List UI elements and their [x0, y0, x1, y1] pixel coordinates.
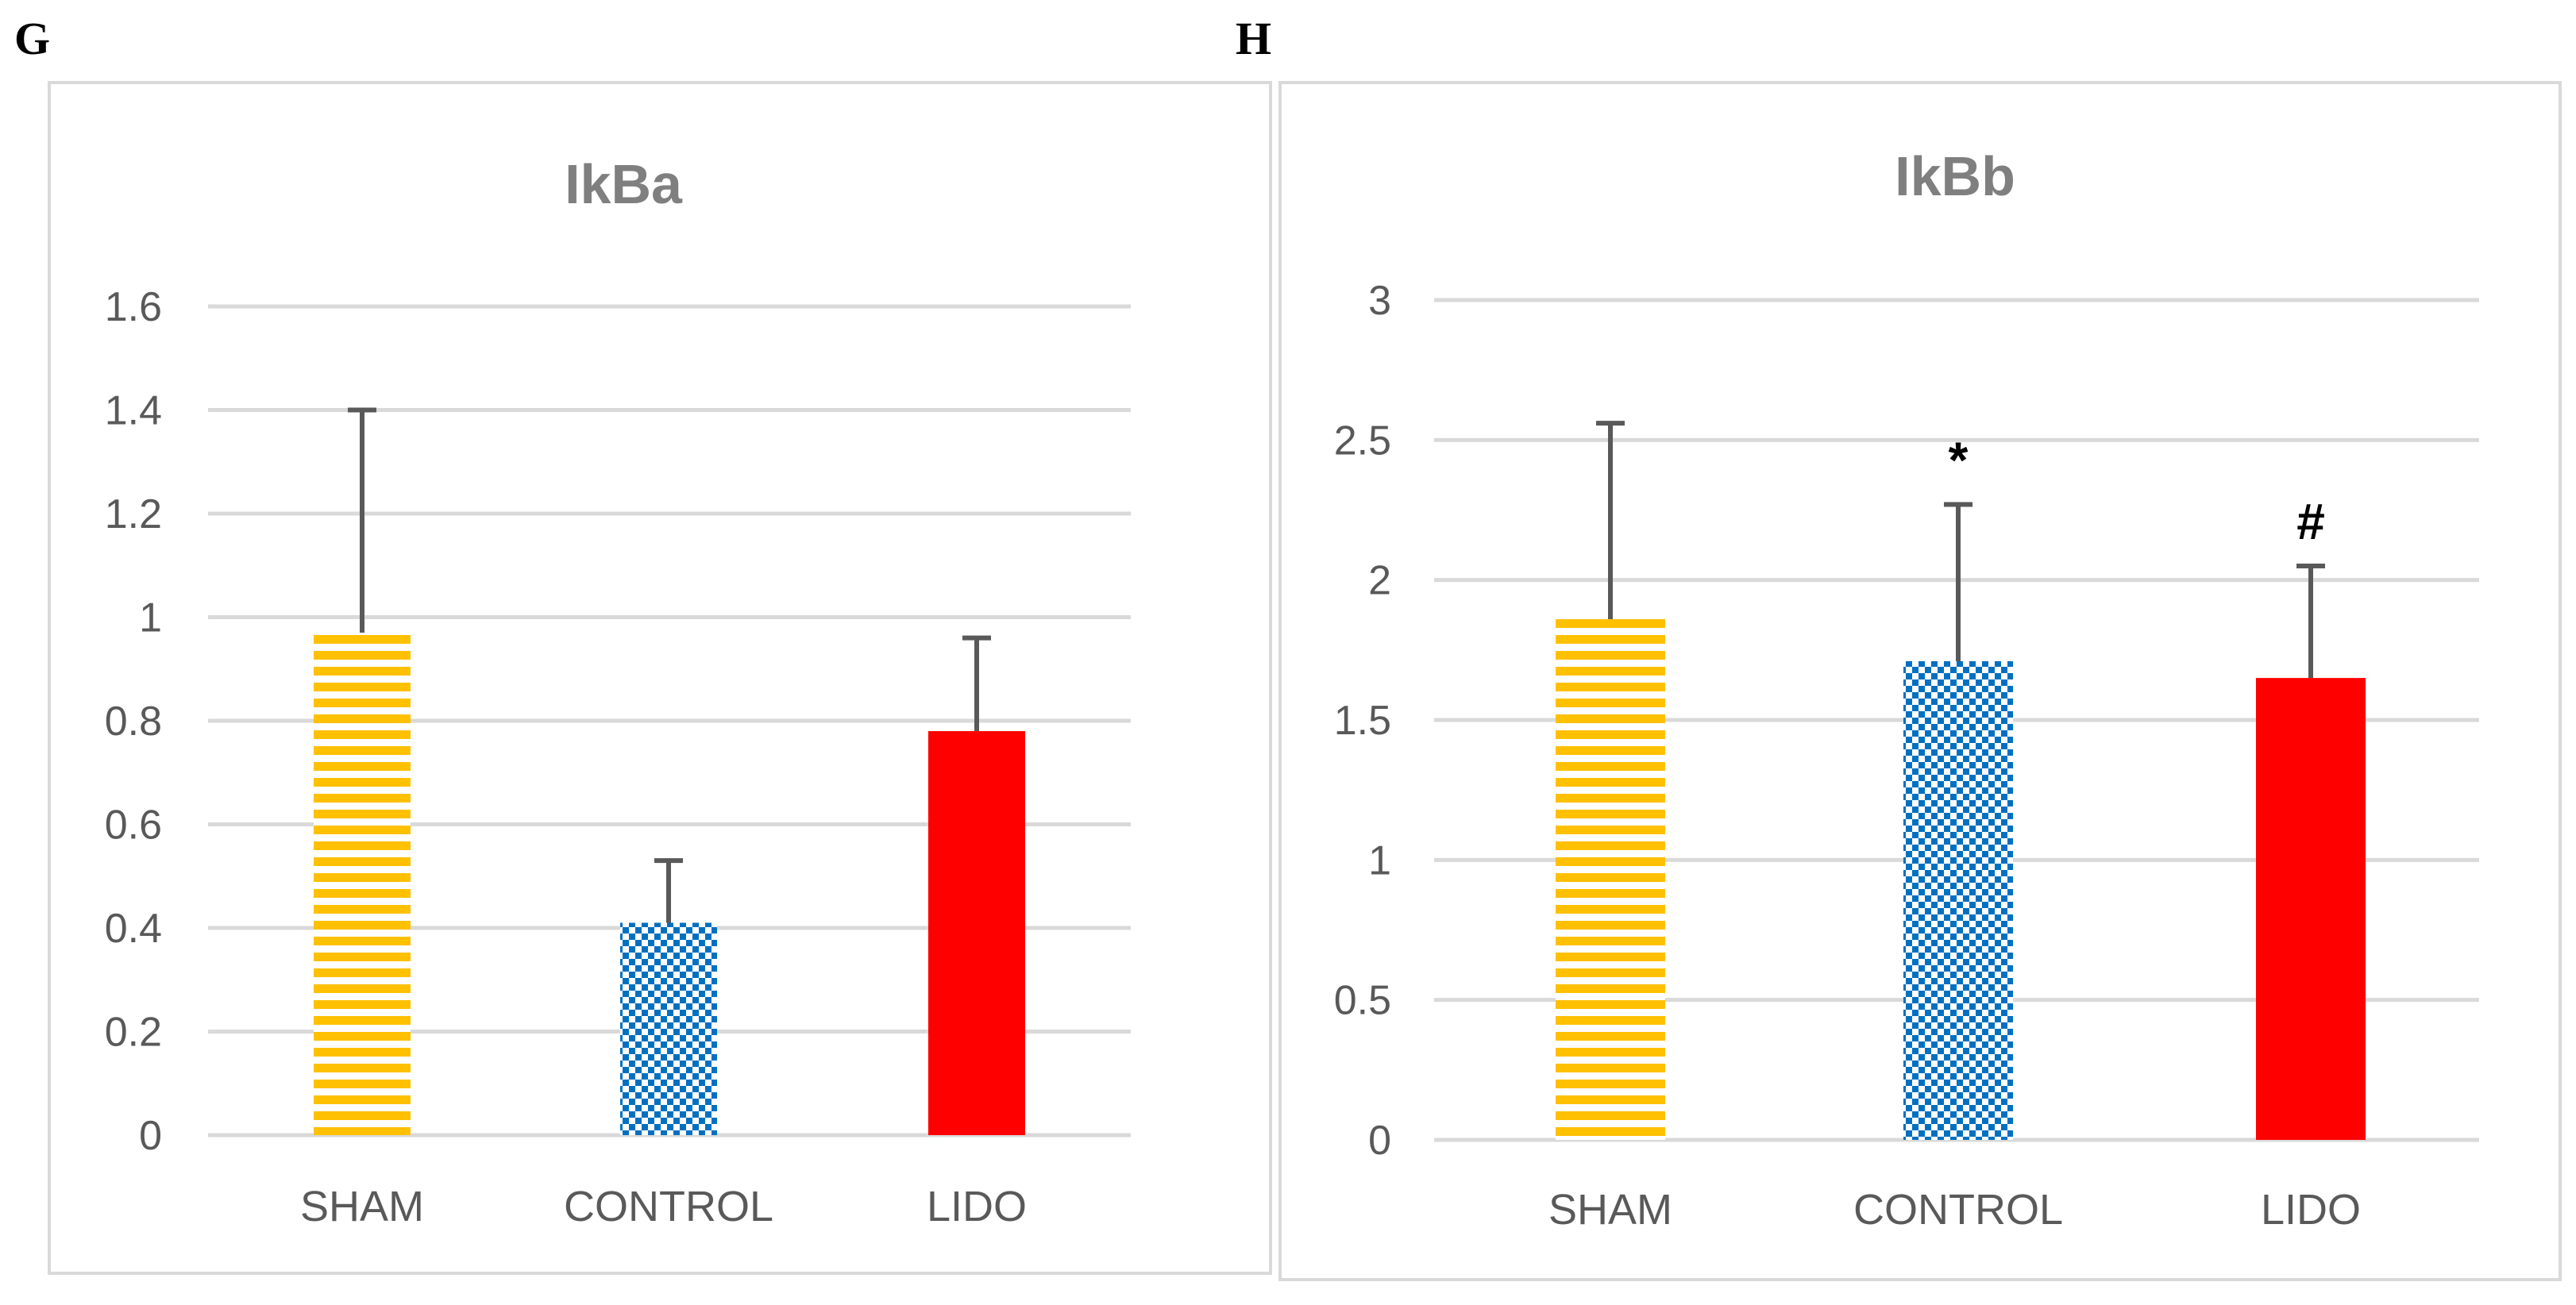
chart-title-g: IkBa	[565, 153, 683, 215]
panel-letter-h: H	[1236, 13, 1271, 64]
category-label-g-sham: SHAM	[300, 1183, 424, 1230]
bar-h-lido	[2256, 678, 2366, 1140]
panel-g: G IkBa 0 0.2 0.4 0.6 0.8 1 1.2 1.4 1.6 SHAM CONTRO…	[14, 13, 1272, 1275]
significance-mark-h-lido: #	[2296, 493, 2325, 550]
y-tick-label-h-1: 0.5	[1334, 978, 1391, 1024]
category-label-g-lido: LIDO	[927, 1183, 1027, 1230]
y-tick-label-g-8: 1.6	[105, 284, 162, 330]
panel-h: H IkBb 0 0.5 1 1.5 2 2.5 3 SHAM * CONTROL # LIDO	[1236, 13, 2562, 1281]
y-tick-label-g-3: 0.6	[105, 803, 162, 849]
panel-letter-g: G	[14, 13, 50, 64]
y-tick-label-g-7: 1.4	[105, 388, 162, 434]
y-tick-label-g-2: 0.4	[105, 906, 162, 952]
y-tick-label-h-6: 3	[1368, 278, 1391, 324]
y-tick-label-h-0: 0	[1368, 1118, 1391, 1164]
category-label-h-sham: SHAM	[1548, 1186, 1672, 1234]
y-tick-label-h-4: 2	[1368, 558, 1391, 604]
y-tick-label-h-3: 1.5	[1334, 698, 1391, 744]
bar-h-sham	[1556, 619, 1665, 1140]
chart-title-h: IkBb	[1895, 145, 2015, 207]
y-tick-label-g-1: 0.2	[105, 1010, 162, 1056]
bar-h-control	[1903, 660, 2013, 1140]
category-label-h-control: CONTROL	[1853, 1186, 2063, 1234]
plot-area-h: 0 0.5 1 1.5 2 2.5 3 SHAM * CONTROL # LIDO	[1334, 278, 2479, 1234]
bar-g-lido	[928, 731, 1025, 1135]
category-label-g-control: CONTROL	[564, 1183, 773, 1230]
bar-g-sham	[314, 633, 411, 1135]
y-tick-label-h-2: 1	[1368, 837, 1391, 883]
y-tick-label-g-5: 1	[139, 595, 162, 641]
y-tick-label-g-0: 0	[139, 1113, 162, 1159]
y-tick-label-h-5: 2.5	[1334, 418, 1391, 464]
y-tick-label-g-4: 0.8	[105, 699, 162, 745]
y-tick-label-g-6: 1.2	[105, 491, 162, 537]
significance-mark-h-control: *	[1949, 431, 1969, 488]
bar-g-control	[620, 922, 717, 1135]
plot-area-g: 0 0.2 0.4 0.6 0.8 1 1.2 1.4 1.6 SHAM CONTROL LIDO	[105, 284, 1131, 1230]
category-label-h-lido: LIDO	[2261, 1186, 2361, 1234]
